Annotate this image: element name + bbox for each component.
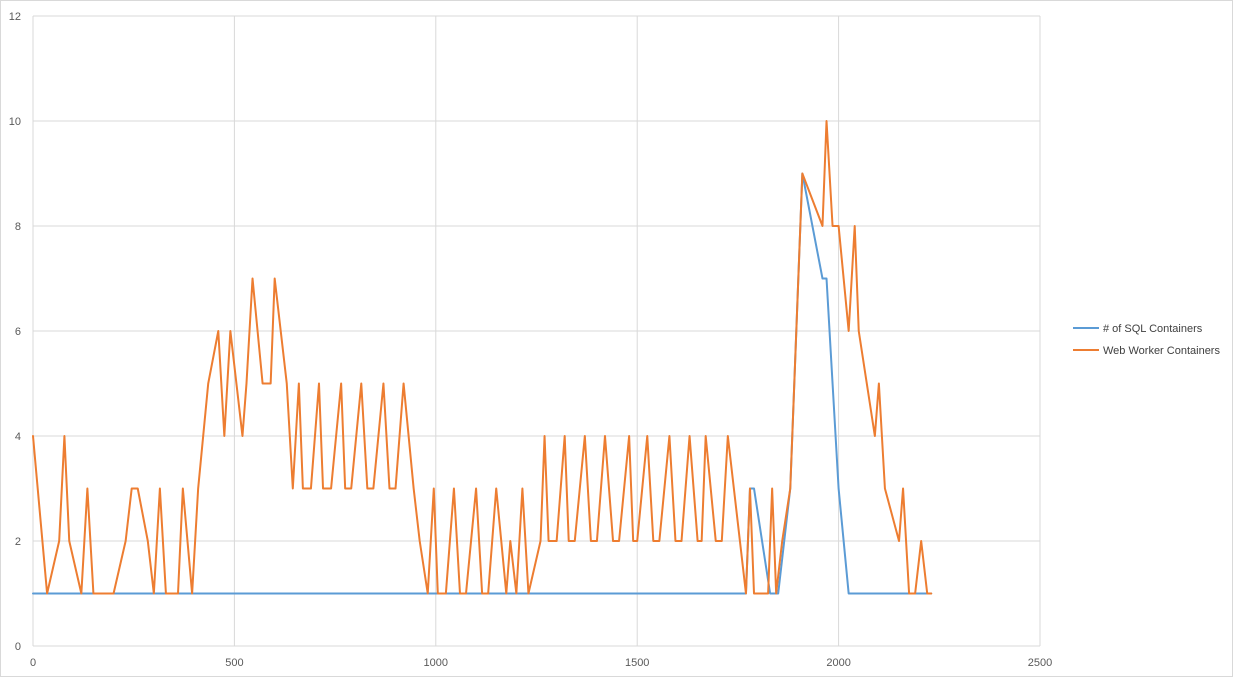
- y-tick-label: 0: [15, 641, 21, 653]
- y-tick-label: 6: [15, 326, 21, 338]
- plot-series: [32, 120, 933, 595]
- series-line-2: [32, 120, 933, 595]
- y-tick-label: 2: [15, 536, 21, 548]
- x-tick-label: 2500: [1028, 657, 1052, 669]
- x-tick-label: 1000: [424, 657, 448, 669]
- y-tick-label: 4: [15, 431, 21, 443]
- axes: 0 2 4 6 8 10 12 0 500 1000 1500 2000 2500: [9, 11, 1052, 669]
- y-tick-label: 8: [15, 221, 21, 233]
- series-line-1: [32, 172, 933, 595]
- grid-lines: [32, 15, 1041, 647]
- legend-label: Web Worker Containers: [1103, 345, 1220, 357]
- x-tick-label: 2000: [826, 657, 850, 669]
- legend: # of SQL Containers Web Worker Containers: [1073, 323, 1220, 357]
- x-tick-label: 0: [30, 657, 36, 669]
- x-tick-label: 500: [225, 657, 243, 669]
- x-tick-label: 1500: [625, 657, 649, 669]
- y-tick-label: 12: [9, 11, 21, 23]
- y-tick-label: 10: [9, 116, 21, 128]
- legend-label: # of SQL Containers: [1103, 323, 1203, 335]
